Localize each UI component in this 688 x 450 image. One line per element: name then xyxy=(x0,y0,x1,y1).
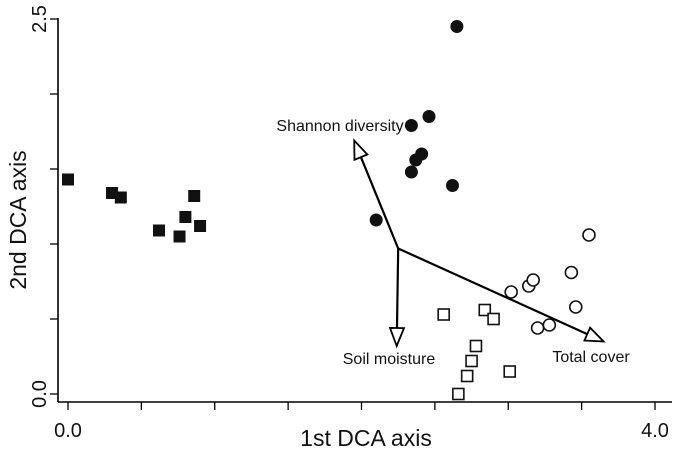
point-filled-square-7 xyxy=(194,220,207,232)
vector-arrowhead-1 xyxy=(388,326,406,349)
point-filled-circle-0 xyxy=(369,213,383,227)
point-open-circle-5 xyxy=(564,265,579,280)
y-tick-label-1: 2.5 xyxy=(29,5,51,33)
point-open-square-6 xyxy=(487,312,500,326)
point-open-circle-2 xyxy=(526,273,540,287)
point-open-circle-3 xyxy=(530,321,545,335)
point-open-square-3 xyxy=(465,354,478,368)
axes xyxy=(57,18,672,403)
point-filled-circle-5 xyxy=(422,110,436,123)
point-filled-square-6 xyxy=(188,190,201,202)
x-axis-title: 1st DCA axis xyxy=(300,425,432,450)
vector-line-2 xyxy=(397,247,588,336)
point-filled-square-2 xyxy=(114,191,127,204)
point-open-circle-4 xyxy=(542,318,557,332)
point-open-square-1 xyxy=(452,387,465,401)
point-open-square-4 xyxy=(469,339,483,353)
point-open-square-0 xyxy=(437,308,450,321)
point-open-square-5 xyxy=(478,303,492,317)
environmental-vectors: Shannon diversity Soil moisture Total cove… xyxy=(276,118,630,368)
vector-line-1 xyxy=(395,248,400,329)
vector-arrowhead-2 xyxy=(583,326,606,343)
vector-label-2: Total cover xyxy=(552,349,630,366)
point-filled-square-5 xyxy=(179,211,192,223)
point-open-circle-7 xyxy=(582,228,596,242)
y-axis-title: 2nd DCA axis xyxy=(5,150,31,289)
point-open-square-7 xyxy=(503,365,517,378)
point-filled-circle-3 xyxy=(404,119,418,132)
point-open-square-2 xyxy=(460,369,474,383)
point-filled-square-0 xyxy=(62,173,74,186)
x-tick-label-0: 0.0 xyxy=(54,420,82,442)
point-filled-circle-1 xyxy=(404,165,418,179)
vector-arrowhead-0 xyxy=(353,138,369,162)
vector-line-0 xyxy=(359,156,400,249)
point-filled-square-4 xyxy=(173,230,186,243)
data-points xyxy=(62,20,596,401)
point-filled-circle-4 xyxy=(415,147,429,161)
point-filled-square-3 xyxy=(152,224,165,237)
tick-labels: 0.0 4.0 0.0 2.5 xyxy=(29,5,669,442)
x-tick-label-1: 4.0 xyxy=(641,420,669,442)
point-filled-circle-7 xyxy=(450,20,464,33)
ticks xyxy=(50,18,656,410)
point-open-circle-6 xyxy=(568,300,583,314)
vector-label-0: Shannon diversity xyxy=(276,118,403,135)
point-open-circle-0 xyxy=(504,285,518,299)
vector-label-1: Soil moisture xyxy=(343,351,436,368)
y-tick-label-0: 0.0 xyxy=(29,380,51,408)
point-filled-circle-6 xyxy=(445,179,459,192)
